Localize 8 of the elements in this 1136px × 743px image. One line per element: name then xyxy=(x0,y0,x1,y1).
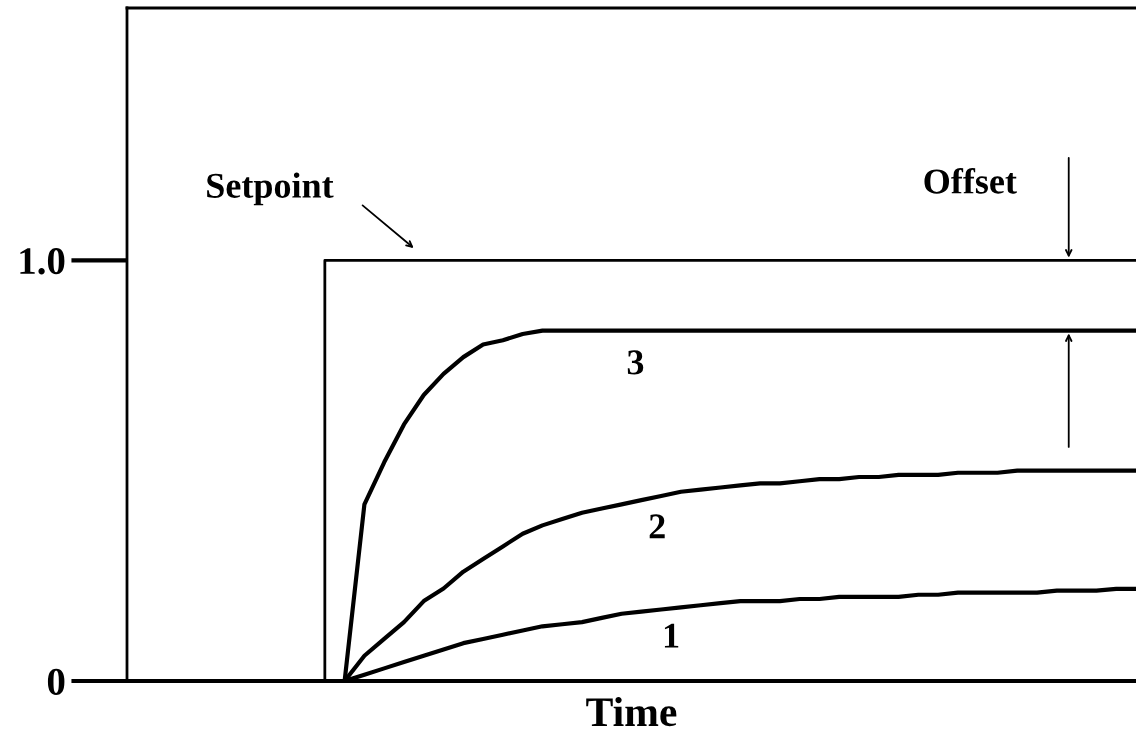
series-label: 2 xyxy=(649,514,665,539)
x-axis-title: Time xyxy=(586,696,677,727)
y-tick-label: 1.0 xyxy=(20,248,65,275)
y-tick-label: 0 xyxy=(47,668,65,695)
series-label: 1 xyxy=(664,623,679,648)
series-label: Setpoint xyxy=(207,172,334,206)
annotation: Offset xyxy=(924,167,1017,194)
series-label: 3 xyxy=(627,350,644,375)
